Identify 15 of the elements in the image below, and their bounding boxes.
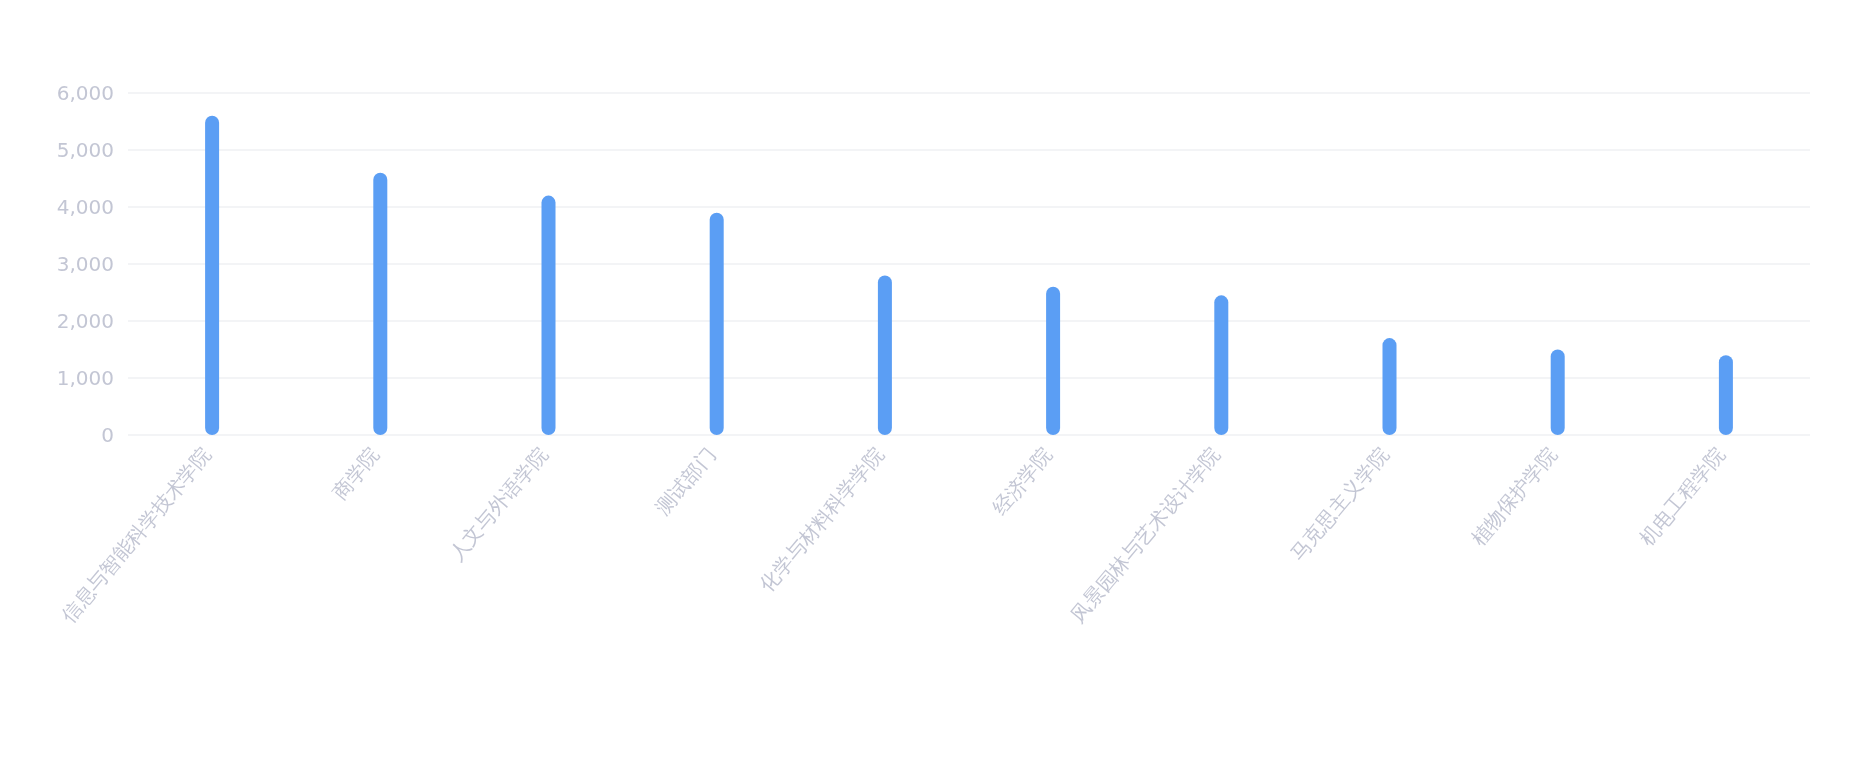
y-tick-label: 4,000 [56, 195, 114, 219]
x-tick-label: 植物保护学院 [1466, 442, 1562, 551]
y-tick-label: 1,000 [56, 366, 114, 390]
y-tick-label: 3,000 [56, 252, 114, 276]
x-tick-label: 机电工程学院 [1634, 442, 1730, 551]
x-tick-label: 人文与外语学院 [443, 442, 553, 566]
y-tick-label: 2,000 [56, 309, 114, 333]
x-tick-label: 风景园林与艺术设计学院 [1065, 442, 1226, 627]
y-tick-label: 6,000 [56, 81, 114, 105]
y-tick-label: 5,000 [56, 138, 114, 162]
x-tick-label: 化学与材料科学学院 [754, 442, 889, 597]
x-tick-label: 经济学院 [987, 442, 1057, 520]
x-tick-label: 测试部门 [650, 442, 721, 520]
x-tick-label: 马克思主义学院 [1284, 442, 1394, 566]
x-tick-label: 商学院 [327, 442, 385, 505]
